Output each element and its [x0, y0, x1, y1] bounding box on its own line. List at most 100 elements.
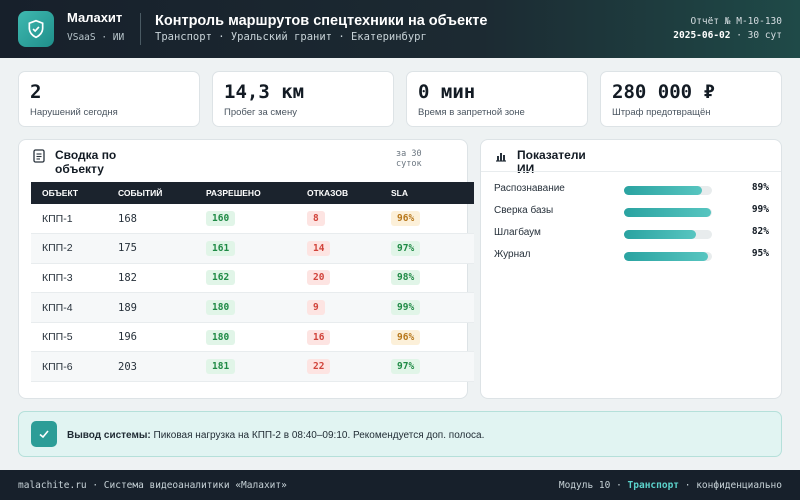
allowed-badge: 160 — [206, 211, 236, 227]
denied-badge: 14 — [307, 240, 331, 256]
ai-metric-row: Шлагбаум 82% — [494, 226, 769, 242]
cell-events: 196 — [107, 322, 195, 353]
system-conclusion-text: Вывод системы: Пиковая нагрузка на КПП-2… — [67, 429, 527, 442]
ai-metric-bar — [624, 230, 697, 239]
denied-badge: 22 — [307, 359, 331, 375]
cell-denied-wrap: 20 — [296, 263, 380, 294]
cell-object: КПП-1 — [31, 204, 107, 235]
cell-allowed-wrap: 180 — [195, 322, 296, 353]
cell-denied-wrap: 8 — [296, 204, 380, 235]
cell-events: 203 — [107, 351, 195, 383]
kpi-card-fine-prevented: 280 000 ₽ Штраф предотвращён — [600, 71, 782, 127]
denied-badge: 8 — [307, 211, 325, 227]
cell-sla-wrap: 96% — [380, 322, 474, 353]
footer-module: Модуль 10 · Транспорт · конфиденциально — [559, 480, 782, 491]
allowed-badge: 180 — [206, 329, 236, 345]
allowed-badge: 162 — [206, 270, 236, 286]
ai-metric-track — [624, 186, 712, 195]
sla-badge: 96% — [391, 211, 421, 227]
footer-module-number: Модуль 10 · — [558, 480, 622, 491]
cell-object: КПП-5 — [31, 322, 107, 353]
report-info: Отчёт № M-10-130 2025-06-02 · 30 сут — [673, 15, 782, 43]
ai-metric-value: 99% — [751, 204, 769, 215]
cell-sla-wrap: 99% — [380, 292, 474, 323]
kpi-value: 2 — [30, 81, 42, 103]
summary-table: ОБЪЕКТ СОБЫТИЙ РАЗРЕШЕНО ОТКАЗОВ SLA КПП… — [31, 182, 474, 383]
cell-object: КПП-3 — [31, 263, 107, 294]
cell-sla-wrap: 97% — [380, 351, 474, 383]
system-conclusion-message: Пиковая нагрузка на КПП-2 в 08:40–09:10.… — [153, 430, 485, 441]
column-header: РАЗРЕШЕНО — [195, 182, 296, 204]
sla-badge: 99% — [391, 300, 421, 316]
kpi-value: 14,3 км — [224, 81, 305, 103]
cell-allowed-wrap: 162 — [195, 263, 296, 294]
panel-divider — [481, 171, 781, 172]
brand-name: Малахит — [67, 10, 123, 25]
ai-metric-bar — [624, 208, 712, 217]
report-period: · 30 сут — [736, 30, 782, 41]
check-icon — [31, 421, 57, 447]
cell-allowed-wrap: 160 — [195, 204, 296, 235]
ai-metric-label: Журнал — [494, 249, 531, 260]
table-row: КПП-1 168 160 8 96% — [31, 204, 474, 235]
summary-title: Сводка по объекту — [55, 148, 117, 176]
brand: Малахит VSaaS · ИИ — [67, 10, 127, 46]
cell-events: 175 — [107, 233, 195, 264]
sla-badge: 98% — [391, 270, 421, 286]
summary-panel: Сводка по объекту за 30 суток ОБЪЕКТ СОБ… — [18, 139, 474, 399]
column-header: SLA — [380, 182, 474, 204]
cell-sla-wrap: 96% — [380, 204, 474, 235]
footer-site: malachite.ru · Система видеоаналитики «М… — [18, 480, 287, 491]
ai-metric-track — [624, 208, 712, 217]
ai-metrics-panel: Показатели ИИ Распознавание 89% Сверка баз… — [480, 139, 782, 399]
kpi-label: Нарушений сегодня — [30, 107, 118, 118]
table-row: КПП-5 196 180 16 96% — [31, 322, 474, 353]
table-row: КПП-4 189 180 9 99% — [31, 292, 474, 323]
kpi-label: Время в запретной зоне — [418, 107, 525, 118]
column-header: ОБЪЕКТ — [31, 182, 107, 204]
ai-metric-label: Шлагбаум — [494, 227, 541, 238]
kpi-value: 280 000 ₽ — [612, 81, 715, 103]
bar-chart-icon — [495, 149, 507, 167]
kpi-label: Штраф предотвращён — [612, 107, 711, 118]
cell-denied-wrap: 9 — [296, 292, 380, 323]
cell-events: 189 — [107, 292, 195, 323]
ai-metric-bar — [624, 252, 708, 261]
cell-events: 182 — [107, 263, 195, 294]
ai-metric-row: Распознавание 89% — [494, 182, 769, 198]
ai-metric-value: 95% — [751, 248, 769, 259]
cell-sla-wrap: 97% — [380, 233, 474, 264]
ai-metric-label: Распознавание — [494, 183, 565, 194]
app-header: Малахит VSaaS · ИИ Контроль маршрутов сп… — [0, 0, 800, 58]
ai-metric-track — [624, 252, 712, 261]
denied-badge: 16 — [307, 329, 331, 345]
denied-badge: 20 — [307, 270, 331, 286]
cell-events: 168 — [107, 204, 195, 235]
ai-metric-value: 89% — [751, 182, 769, 193]
cell-allowed-wrap: 181 — [195, 351, 296, 383]
cell-denied-wrap: 14 — [296, 233, 380, 264]
cell-sla-wrap: 98% — [380, 263, 474, 294]
column-header: СОБЫТИЙ — [107, 182, 195, 204]
report-date: 2025-06-02 — [673, 30, 731, 41]
cell-denied-wrap: 16 — [296, 322, 380, 353]
cell-object: КПП-4 — [31, 292, 107, 323]
table-row: КПП-3 182 162 20 98% — [31, 263, 474, 294]
denied-badge: 9 — [307, 300, 325, 316]
kpi-card-restricted-zone: 0 мин Время в запретной зоне — [406, 71, 588, 127]
allowed-badge: 181 — [206, 359, 236, 375]
sla-badge: 97% — [391, 359, 421, 375]
table-row: КПП-6 203 181 22 97% — [31, 351, 474, 383]
cell-denied-wrap: 22 — [296, 351, 380, 383]
table-header-row: ОБЪЕКТ СОБЫТИЙ РАЗРЕШЕНО ОТКАЗОВ SLA — [31, 182, 474, 204]
footer-module-name: Транспорт — [627, 480, 680, 491]
document-icon — [33, 149, 45, 168]
allowed-badge: 180 — [206, 300, 236, 316]
header-divider — [140, 13, 141, 45]
sla-badge: 96% — [391, 329, 421, 345]
summary-period: за 30 суток — [396, 149, 422, 169]
ai-metric-bar — [624, 186, 703, 195]
system-conclusion-label: Вывод системы: — [67, 430, 151, 441]
page-title: Контроль маршрутов спецтехники на объект… — [155, 13, 488, 29]
system-conclusion-banner: Вывод системы: Пиковая нагрузка на КПП-2… — [18, 411, 782, 457]
